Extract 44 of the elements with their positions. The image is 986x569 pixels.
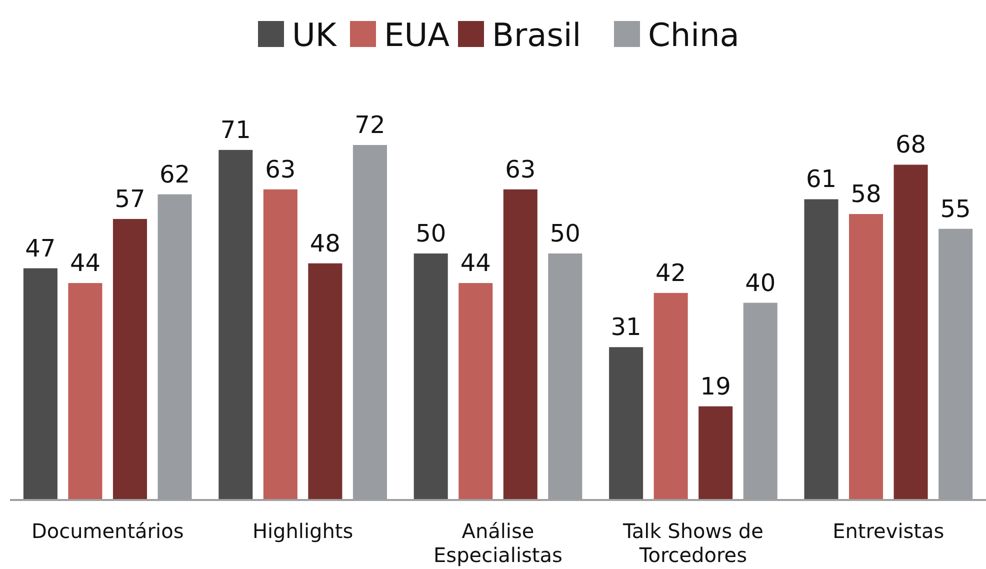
data-label: 48 (310, 229, 340, 258)
bar (503, 189, 538, 500)
legend-label: EUA (384, 16, 450, 54)
data-label: 40 (745, 268, 776, 297)
data-label: 63 (265, 155, 296, 184)
data-label: 44 (70, 249, 100, 278)
data-label: 72 (354, 111, 386, 139)
legend-label: Brasil (492, 16, 582, 54)
data-label: 42 (656, 258, 686, 287)
x-tick-label: Highlights (252, 519, 354, 543)
x-tick-label: Talk Shows de Torcedores (622, 519, 764, 567)
data-label: 62 (159, 160, 190, 188)
data-label: 19 (700, 372, 731, 400)
bar (218, 150, 253, 500)
bar (23, 268, 58, 500)
bar (804, 199, 838, 500)
bar (849, 214, 884, 500)
x-tick-label: Documentários (31, 519, 184, 543)
bar (698, 406, 733, 500)
data-label: 57 (114, 184, 146, 213)
data-label: 44 (460, 249, 491, 278)
bar (654, 292, 688, 500)
data-label: 61 (806, 165, 837, 194)
data-label: 63 (505, 155, 536, 184)
data-label: 55 (940, 194, 971, 223)
bar (414, 253, 448, 500)
bar (308, 263, 342, 500)
bar (263, 189, 298, 500)
bar (458, 283, 493, 500)
bar (609, 347, 644, 500)
data-label: 71 (220, 116, 251, 144)
bar (894, 164, 928, 500)
data-label: 31 (610, 313, 642, 342)
x-tick-label: Entrevistas (832, 519, 944, 543)
data-label: 50 (416, 219, 446, 248)
legend-label: China (648, 16, 740, 54)
legend-label: UK (292, 16, 338, 54)
data-label: 50 (550, 219, 580, 248)
data-label: 68 (896, 130, 926, 159)
data-label: 47 (25, 234, 56, 262)
x-tick-label: Análise Especialistas (434, 519, 562, 567)
bar (112, 218, 147, 500)
data-label: 58 (850, 180, 882, 208)
bar (68, 283, 102, 500)
